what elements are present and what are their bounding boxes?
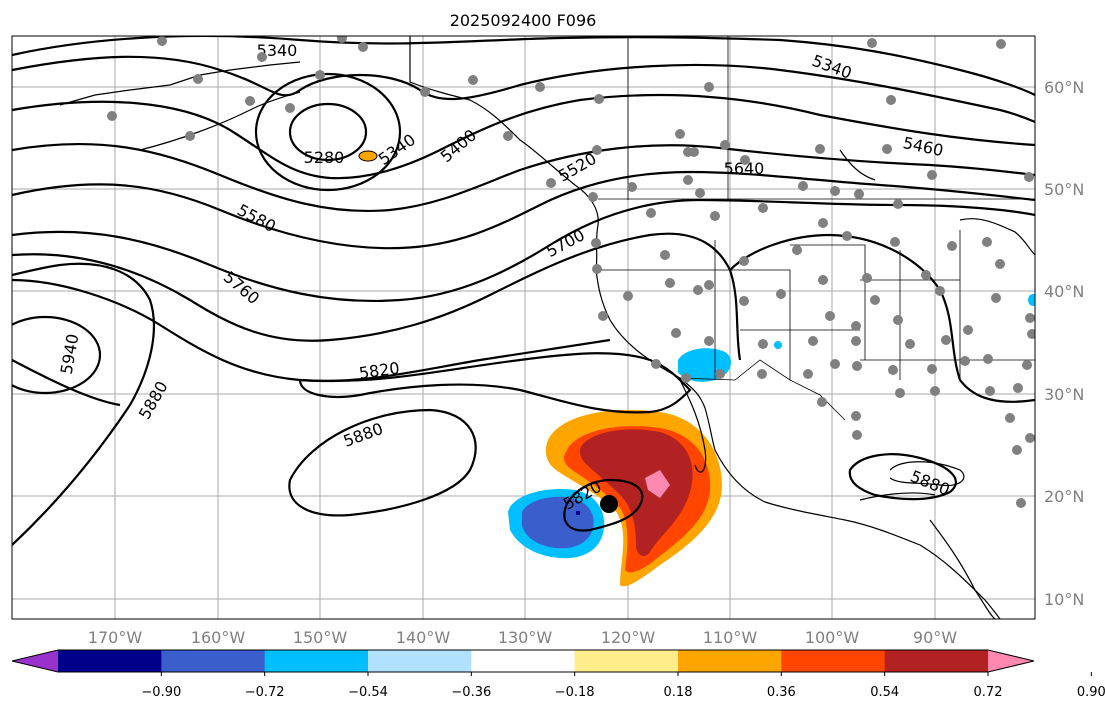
lon-label: 100°W xyxy=(805,628,860,647)
colorbar-tick-label: 0.54 xyxy=(870,685,899,700)
lon-label: 150°W xyxy=(293,628,348,647)
lat-label: 40°N xyxy=(1044,282,1084,301)
colorbar-segment xyxy=(884,650,989,672)
lon-label: 170°W xyxy=(88,628,143,647)
colorbar-segment xyxy=(781,650,886,672)
map-border xyxy=(11,35,1036,620)
colorbar-segment xyxy=(264,650,369,672)
gridlines xyxy=(12,36,1035,619)
lon-label: 140°W xyxy=(396,628,451,647)
colorbar-tick-label: −0.54 xyxy=(348,685,388,700)
colorbar-tick-label: 0.18 xyxy=(664,685,693,700)
colorbar-segment xyxy=(368,650,472,672)
latitude-labels: 60°N 50°N 40°N 30°N 20°N 10°N xyxy=(1044,78,1084,609)
lat-label: 30°N xyxy=(1044,385,1084,404)
lat-label: 50°N xyxy=(1044,180,1084,199)
colorbar-segment xyxy=(574,650,679,672)
colorbar-segment xyxy=(678,650,782,672)
colorbar-segment xyxy=(471,650,576,672)
longitude-labels: 170°W 160°W 150°W 140°W 130°W 120°W 110°… xyxy=(88,628,957,647)
colorbar-outline xyxy=(11,649,1035,673)
hurricane-center-marker xyxy=(600,495,618,513)
contour-label-5280: 5280 xyxy=(304,148,345,167)
lon-label: 90°W xyxy=(913,628,957,647)
colorbar-tick-label: −0.18 xyxy=(555,685,595,700)
lat-label: 20°N xyxy=(1044,487,1084,506)
colorbar-extend-max xyxy=(988,650,1034,672)
lat-label: 60°N xyxy=(1044,78,1084,97)
lat-label: 10°N xyxy=(1044,590,1084,609)
lon-label: 120°W xyxy=(601,628,656,647)
colorbar-tick-label: 0.90 xyxy=(1077,685,1105,700)
contour-label-5640: 5640 xyxy=(724,159,765,178)
lon-label: 110°W xyxy=(703,628,758,647)
colorbar-tick-label: −0.72 xyxy=(245,685,285,700)
lon-label: 130°W xyxy=(498,628,553,647)
colorbar-tick-label: −0.90 xyxy=(141,685,181,700)
colorbar-segment xyxy=(58,650,162,672)
colorbar-tick-label: −0.36 xyxy=(451,685,491,700)
colorbar: −0.90 −0.72 −0.54 −0.36 −0.18 0.18 0.36 0.54 0.7… xyxy=(11,649,1105,700)
lon-label: 160°W xyxy=(191,628,246,647)
contour-label-5340-a: 5340 xyxy=(257,41,298,60)
map-content: 5340 5340 5280 5340 5400 5520 5640 5460 … xyxy=(12,36,1035,619)
colorbar-extend-min xyxy=(12,650,58,672)
height-contours xyxy=(12,36,1035,546)
map-title: 2025092400 F096 xyxy=(450,11,597,30)
colorbar-tick-label: 0.36 xyxy=(767,685,796,700)
station-dots xyxy=(107,36,1035,508)
colorbar-tick-label: 0.72 xyxy=(974,685,1003,700)
colorbar-segment xyxy=(161,650,266,672)
